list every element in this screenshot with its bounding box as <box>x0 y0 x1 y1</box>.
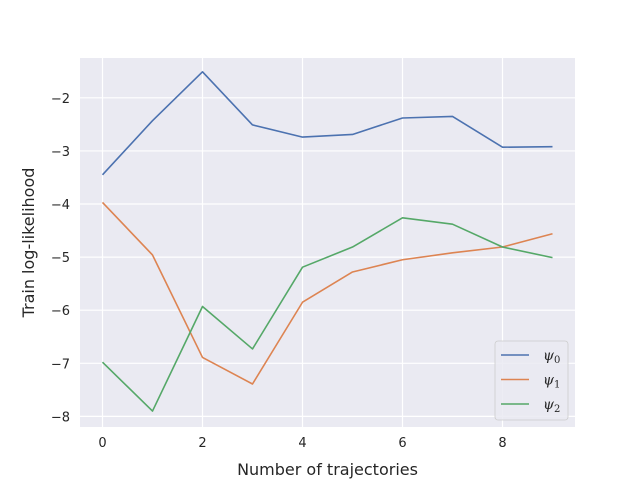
legend-box <box>494 340 569 421</box>
x-tick-label: 4 <box>298 436 306 451</box>
grid <box>80 58 575 427</box>
legend-label-psi-0: ψ0 <box>543 348 560 366</box>
y-tick-label: −6 <box>51 304 70 319</box>
x-tick-label: 2 <box>198 436 206 451</box>
y-tick-label: −4 <box>51 198 70 213</box>
series-lines <box>101 71 553 412</box>
y-tick-label: −3 <box>51 145 70 160</box>
y-axis-label: Train log-likelihood <box>19 168 38 319</box>
legend-label-psi-2: ψ2 <box>543 397 560 415</box>
x-ticks: 0 2 4 6 8 <box>98 436 506 451</box>
legend-label-psi-1: ψ1 <box>543 373 560 391</box>
x-tick-label: 8 <box>498 436 506 451</box>
y-tick-label: −7 <box>51 357 70 372</box>
series-line-psi-0 <box>101 71 553 176</box>
legend: ψ0 ψ1 ψ2 <box>494 340 569 421</box>
y-tick-label: −5 <box>51 251 70 266</box>
series-line-psi-2 <box>101 217 553 412</box>
x-tick-label: 6 <box>398 436 406 451</box>
y-tick-label: −8 <box>51 410 70 425</box>
y-tick-label: −2 <box>51 92 70 107</box>
series-line-psi-1 <box>101 201 553 385</box>
x-tick-label: 0 <box>98 436 106 451</box>
y-ticks: −8 −7 −6 −5 −4 −3 −2 <box>51 92 70 426</box>
x-axis-label: Number of trajectories <box>237 460 418 479</box>
